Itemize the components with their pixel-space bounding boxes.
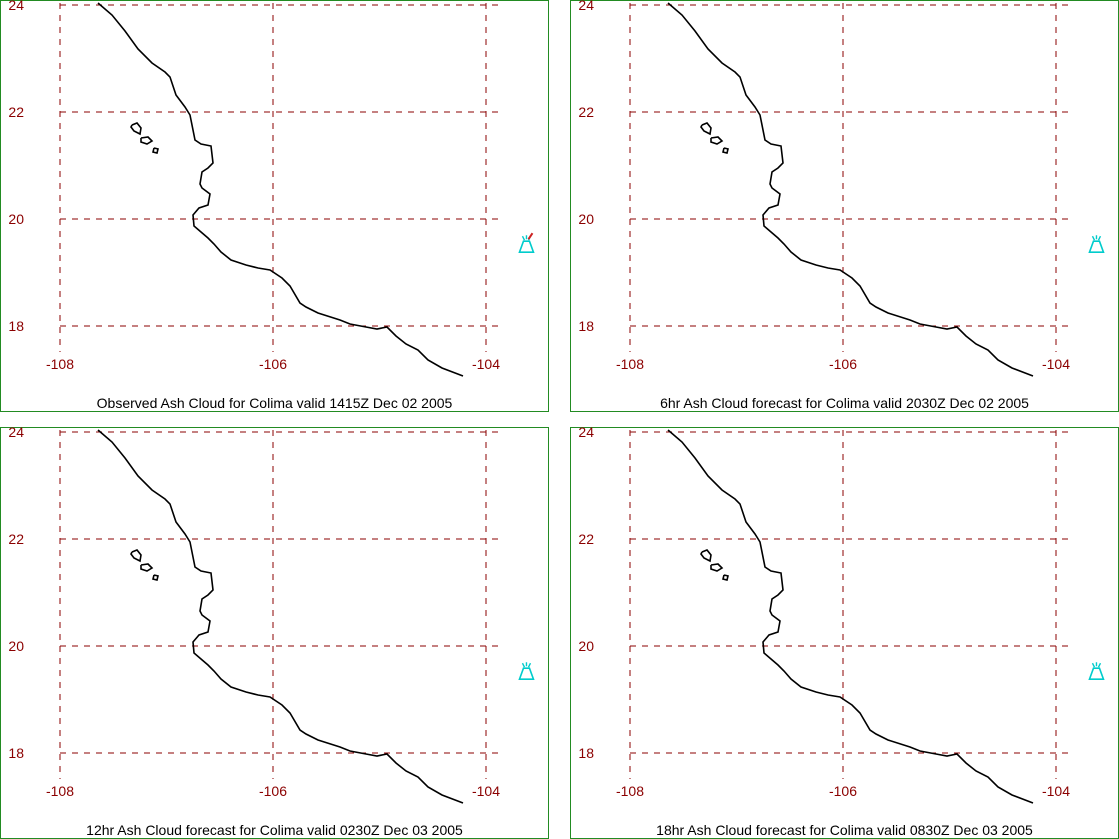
lat-tick-label: 20	[8, 638, 24, 654]
panel-caption-18hr: 18hr Ash Cloud forecast for Colima valid…	[656, 822, 1033, 838]
coastline	[667, 429, 1034, 804]
island-outline	[140, 563, 154, 572]
island-outline	[700, 122, 712, 136]
lon-tick-label: -108	[616, 356, 644, 372]
volcano-icon	[1088, 235, 1105, 254]
lon-tick-label: -104	[1042, 356, 1070, 372]
coastline	[97, 2, 464, 377]
lon-tick-label: -104	[472, 356, 500, 372]
lat-tick-label: 20	[8, 211, 24, 227]
lat-tick-label: 24	[578, 0, 594, 13]
map-svg-6hr: -108-106-104-102-10024222018SFC/FL200 NO…	[570, 0, 1119, 412]
map-panel-observed: -108-106-104-102-10024222018ASH BELOW FL…	[0, 0, 549, 412]
island-outline	[710, 563, 724, 572]
volcano-icon	[518, 232, 535, 254]
coastline	[667, 2, 1034, 377]
map-svg-observed: -108-106-104-102-10024222018ASH BELOW FL…	[0, 0, 549, 412]
map-frame	[570, 427, 1119, 839]
map-panel-18hr: -108-106-104-102-10024222018NO VA EXPECT…	[570, 427, 1119, 839]
panel-caption-12hr: 12hr Ash Cloud forecast for Colima valid…	[86, 822, 463, 838]
lat-tick-label: 18	[8, 318, 24, 334]
map-svg-18hr: -108-106-104-102-10024222018NO VA EXPECT…	[570, 427, 1119, 839]
map-frame	[0, 0, 549, 412]
lat-tick-label: 24	[578, 427, 594, 440]
lon-tick-label: -104	[472, 783, 500, 799]
lat-tick-label: 18	[578, 745, 594, 761]
island-outline	[700, 549, 712, 563]
lat-tick-label: 18	[578, 318, 594, 334]
lon-tick-label: -106	[829, 356, 857, 372]
lat-tick-label: 22	[578, 104, 594, 120]
island-outline	[140, 136, 154, 145]
island-outline	[152, 147, 159, 154]
lon-tick-label: -108	[46, 783, 74, 799]
lon-tick-label: -106	[259, 783, 287, 799]
map-frame	[0, 427, 549, 839]
lon-tick-label: -108	[46, 356, 74, 372]
panel-caption-observed: Observed Ash Cloud for Colima valid 1415…	[96, 395, 453, 411]
island-outline	[130, 549, 142, 563]
lon-tick-label: -106	[829, 783, 857, 799]
island-outline	[722, 574, 729, 581]
lon-tick-label: -108	[616, 783, 644, 799]
map-svg-12hr: -108-106-104-102-10024222018NO VA EXPECT…	[0, 427, 549, 839]
island-outline	[152, 574, 159, 581]
lat-tick-label: 18	[8, 745, 24, 761]
lat-tick-label: 22	[8, 531, 24, 547]
map-panel-12hr: -108-106-104-102-10024222018NO VA EXPECT…	[0, 427, 549, 839]
panel-caption-6hr: 6hr Ash Cloud forecast for Colima valid …	[660, 395, 1029, 411]
island-outline	[722, 147, 729, 154]
lon-tick-label: -106	[259, 356, 287, 372]
lat-tick-label: 24	[8, 0, 24, 13]
lat-tick-label: 20	[578, 638, 594, 654]
coastline	[97, 429, 464, 804]
island-outline	[130, 122, 142, 136]
lat-tick-label: 22	[8, 104, 24, 120]
lat-tick-label: 20	[578, 211, 594, 227]
lon-tick-label: -104	[1042, 783, 1070, 799]
volcano-icon	[518, 662, 535, 681]
map-panel-6hr: -108-106-104-102-10024222018SFC/FL200 NO…	[570, 0, 1119, 412]
island-outline	[710, 136, 724, 145]
volcano-icon	[1088, 662, 1105, 681]
lat-tick-label: 22	[578, 531, 594, 547]
map-frame	[570, 0, 1119, 412]
lat-tick-label: 24	[8, 427, 24, 440]
